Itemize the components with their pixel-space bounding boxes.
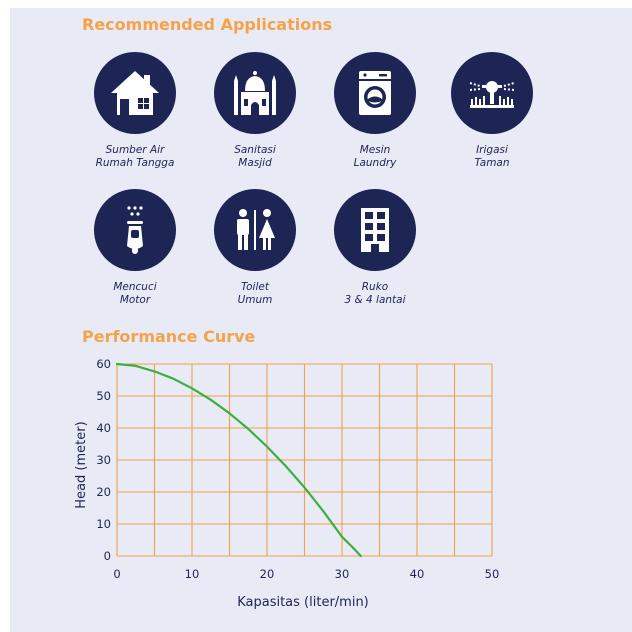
app-label: Ruko 3 & 4 lantai: [344, 281, 406, 306]
app-shophouse: Ruko 3 & 4 lantai: [313, 189, 437, 307]
toilet-people-icon: [237, 209, 275, 250]
performance-title: Performance Curve: [82, 327, 256, 346]
y-tick-label: 10: [96, 517, 111, 531]
app-label: Toilet Umum: [237, 281, 273, 306]
app-icon-circle: [334, 189, 416, 271]
performance-curve-line: [115, 362, 362, 558]
y-axis-label: Head (meter): [74, 421, 89, 508]
product-sheet: Recommended Applications Sumber Air Ruma…: [10, 8, 632, 632]
y-axis-ticks: 0 10 20 30 40 50 60: [96, 357, 111, 563]
app-icon-circle: [214, 189, 296, 271]
garden-sprinkler-icon: [469, 81, 515, 108]
app-motorcycle-wash: Mencuci Motor: [73, 189, 197, 307]
app-icon-circle: [451, 52, 533, 134]
app-label: Sanitasi Masjid: [234, 144, 276, 169]
x-tick-label: 10: [185, 567, 200, 581]
x-tick-label: 0: [113, 567, 120, 581]
x-tick-label: 40: [410, 567, 425, 581]
building-icon: [361, 208, 389, 252]
chart-series: [115, 362, 362, 558]
app-garden-irrigation: Irigasi Taman: [430, 52, 554, 170]
app-icon-circle: [334, 52, 416, 134]
app-label: Irigasi Taman: [474, 144, 510, 169]
app-mosque-sanitation: Sanitasi Masjid: [193, 52, 317, 170]
app-icon-circle: [94, 189, 176, 271]
y-tick-label: 40: [96, 421, 111, 435]
applications-title: Recommended Applications: [82, 15, 333, 34]
app-public-toilet: Toilet Umum: [193, 189, 317, 307]
y-tick-label: 60: [96, 357, 111, 371]
washing-machine-icon: [359, 71, 391, 115]
mosque-icon: [234, 71, 276, 115]
app-icon-circle: [214, 52, 296, 134]
performance-chart: 0 10 20 30 40 50 0 10 20 30 40 50 60 Kapasitas (lit…: [74, 357, 499, 610]
x-tick-label: 20: [260, 567, 275, 581]
x-axis-label: Kapasitas (liter/min): [237, 595, 369, 610]
app-label: Sumber Air Rumah Tangga: [95, 144, 175, 169]
x-tick-label: 30: [335, 567, 350, 581]
chart-grid: [116, 363, 493, 557]
x-axis-ticks: 0 10 20 30 40 50: [113, 567, 499, 581]
scooter-wash-icon: [127, 206, 143, 254]
house-icon: [111, 71, 159, 115]
app-label: Mesin Laundry: [353, 144, 397, 169]
app-household-water: Sumber Air Rumah Tangga: [73, 52, 197, 170]
app-laundry-machine: Mesin Laundry: [313, 52, 437, 170]
app-label: Mencuci Motor: [113, 281, 157, 306]
y-tick-label: 30: [96, 453, 111, 467]
y-tick-label: 50: [96, 389, 111, 403]
y-tick-label: 20: [96, 485, 111, 499]
x-tick-label: 50: [485, 567, 500, 581]
y-tick-label: 0: [104, 549, 111, 563]
app-icon-circle: [94, 52, 176, 134]
